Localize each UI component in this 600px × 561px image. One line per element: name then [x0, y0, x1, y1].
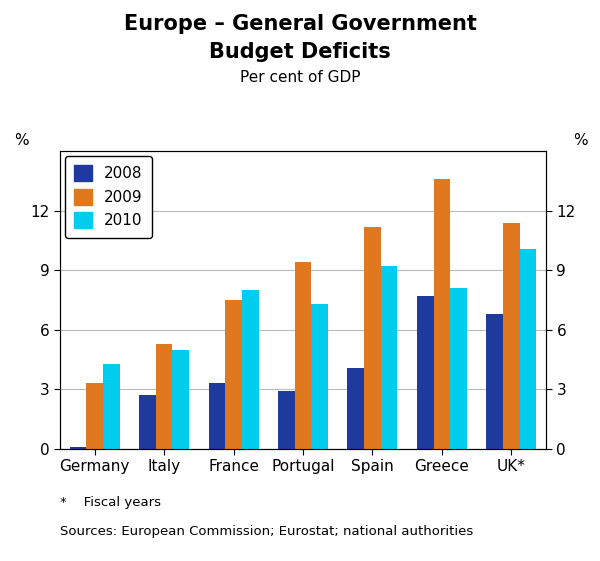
Bar — [417, 296, 434, 449]
Bar — [86, 383, 103, 449]
Bar — [347, 367, 364, 449]
Bar — [209, 383, 225, 449]
Bar — [450, 288, 467, 449]
Bar — [295, 263, 311, 449]
Text: Europe – General Government: Europe – General Government — [124, 14, 476, 34]
Bar — [103, 364, 120, 449]
Bar — [503, 223, 520, 449]
Bar — [70, 447, 86, 449]
Bar — [278, 392, 295, 449]
Legend: 2008, 2009, 2010: 2008, 2009, 2010 — [65, 156, 152, 238]
Text: Sources: European Commission; Eurostat; national authorities: Sources: European Commission; Eurostat; … — [60, 525, 473, 537]
Bar — [311, 304, 328, 449]
Bar — [381, 266, 397, 449]
Text: Budget Deficits: Budget Deficits — [209, 42, 391, 62]
Bar — [520, 249, 536, 449]
Bar — [172, 350, 189, 449]
Bar — [486, 314, 503, 449]
Bar — [242, 290, 259, 449]
Text: %: % — [573, 134, 587, 149]
Text: %: % — [14, 134, 28, 149]
Bar — [156, 344, 172, 449]
Bar — [139, 396, 156, 449]
Bar — [434, 179, 450, 449]
Bar — [225, 300, 242, 449]
Text: *    Fiscal years: * Fiscal years — [60, 496, 161, 509]
Text: Per cent of GDP: Per cent of GDP — [240, 70, 360, 85]
Bar — [364, 227, 381, 449]
